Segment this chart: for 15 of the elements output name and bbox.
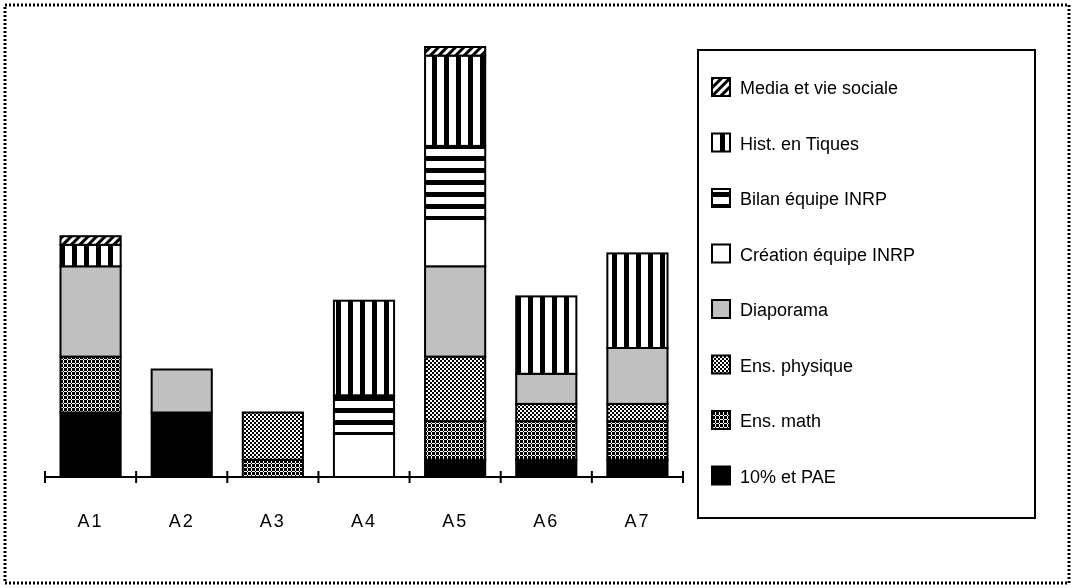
x-tick-label: A4: [350, 511, 378, 531]
legend-label: Diaporama: [740, 300, 830, 320]
legend-label: Hist. en Tiques: [740, 133, 860, 154]
legend-label: Media et vie sociale: [740, 78, 899, 98]
legend-label: Ens. math: [740, 411, 822, 431]
x-tick-label: A2: [168, 511, 195, 531]
legend-label: Bilan équipe INRP: [740, 189, 888, 209]
x-tick-label: A7: [624, 511, 651, 531]
legend-label: Création équipe INRP: [740, 244, 916, 265]
legend-label: 10% et PAE: [740, 466, 836, 487]
x-tick-label: A1: [77, 511, 104, 531]
legend-label: Ens. physique: [740, 355, 854, 376]
x-tick-label: A3: [259, 511, 286, 531]
x-tick-label: A5: [442, 511, 469, 531]
x-tick-label: A6: [533, 511, 560, 531]
